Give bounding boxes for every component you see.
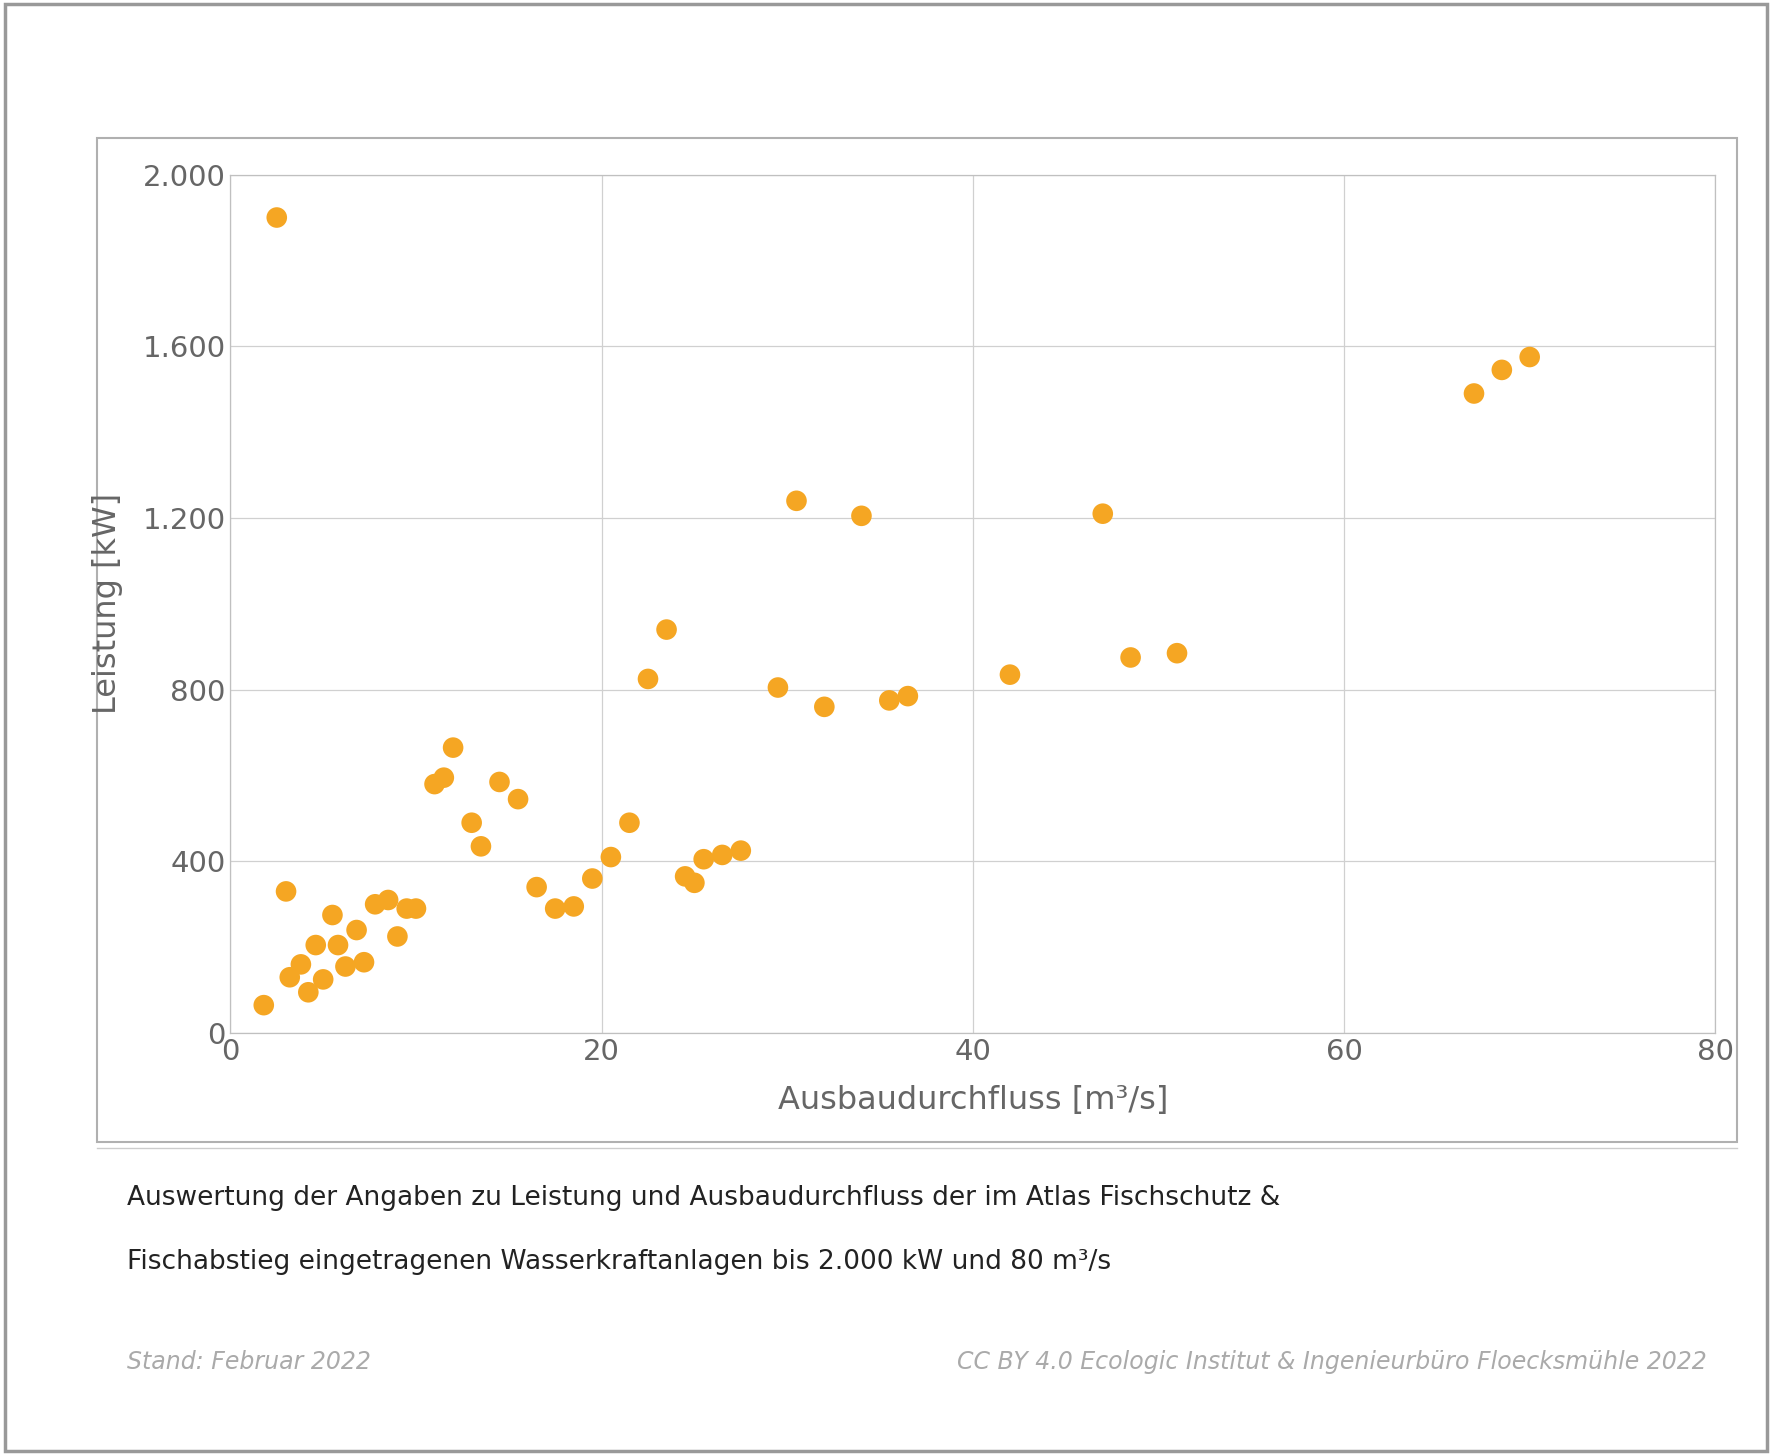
Point xyxy=(847,505,875,528)
Point xyxy=(420,773,448,796)
Point xyxy=(727,840,755,863)
Point xyxy=(634,668,663,691)
Point xyxy=(383,925,411,949)
Point xyxy=(439,736,468,760)
Point xyxy=(1488,358,1517,381)
Point xyxy=(271,880,299,904)
Point xyxy=(709,844,737,867)
X-axis label: Ausbaudurchfluss [m³/s]: Ausbaudurchfluss [m³/s] xyxy=(778,1085,1168,1116)
Point xyxy=(276,966,305,989)
Point xyxy=(393,896,422,920)
Point xyxy=(486,770,514,793)
Point xyxy=(466,835,494,858)
Point xyxy=(810,695,838,719)
Point xyxy=(781,489,810,512)
Point xyxy=(597,845,626,869)
Point xyxy=(1088,502,1116,525)
Point xyxy=(349,950,377,973)
Point xyxy=(429,765,457,789)
Point xyxy=(764,677,792,700)
Point xyxy=(672,864,700,888)
Point xyxy=(560,895,588,918)
Point xyxy=(250,994,278,1017)
Text: CC BY 4.0 Ecologic Institut & Ingenieurbüro Floecksmühle 2022: CC BY 4.0 Ecologic Institut & Ingenieurb… xyxy=(957,1350,1706,1374)
Point xyxy=(1515,345,1543,368)
Point xyxy=(374,889,402,912)
Text: Fischabstieg eingetragenen Wasserkraftanlagen bis 2.000 kW und 80 m³/s: Fischabstieg eingetragenen Wasserkraftan… xyxy=(128,1248,1111,1275)
Point xyxy=(875,688,904,711)
Point xyxy=(578,867,606,890)
Point xyxy=(301,934,330,957)
Point xyxy=(680,872,709,895)
Y-axis label: Leistung [kW]: Leistung [kW] xyxy=(92,493,122,714)
Point xyxy=(324,934,353,957)
Point xyxy=(540,896,569,920)
Point xyxy=(319,904,347,927)
Point xyxy=(294,981,323,1004)
Point xyxy=(342,918,370,941)
Text: Stand: Februar 2022: Stand: Februar 2022 xyxy=(128,1350,370,1374)
Point xyxy=(1116,646,1145,669)
Point xyxy=(287,953,315,976)
Point xyxy=(689,848,718,872)
Point xyxy=(262,205,291,228)
Point xyxy=(361,892,390,917)
Text: Spektrum von Wasserkraftanlagen im Atlas: Spektrum von Wasserkraftanlagen im Atlas xyxy=(211,38,1561,93)
Text: Auswertung der Angaben zu Leistung und Ausbaudurchfluss der im Atlas Fischschutz: Auswertung der Angaben zu Leistung und A… xyxy=(128,1184,1279,1211)
Point xyxy=(1162,642,1191,665)
Point xyxy=(503,787,532,810)
Point xyxy=(996,663,1024,687)
Point xyxy=(402,896,431,920)
Point xyxy=(652,618,680,642)
Point xyxy=(331,954,360,978)
Point xyxy=(1460,381,1488,404)
Point xyxy=(523,876,551,899)
Point xyxy=(308,968,337,991)
Point xyxy=(893,684,921,707)
Point xyxy=(457,810,486,834)
Point xyxy=(615,810,643,834)
